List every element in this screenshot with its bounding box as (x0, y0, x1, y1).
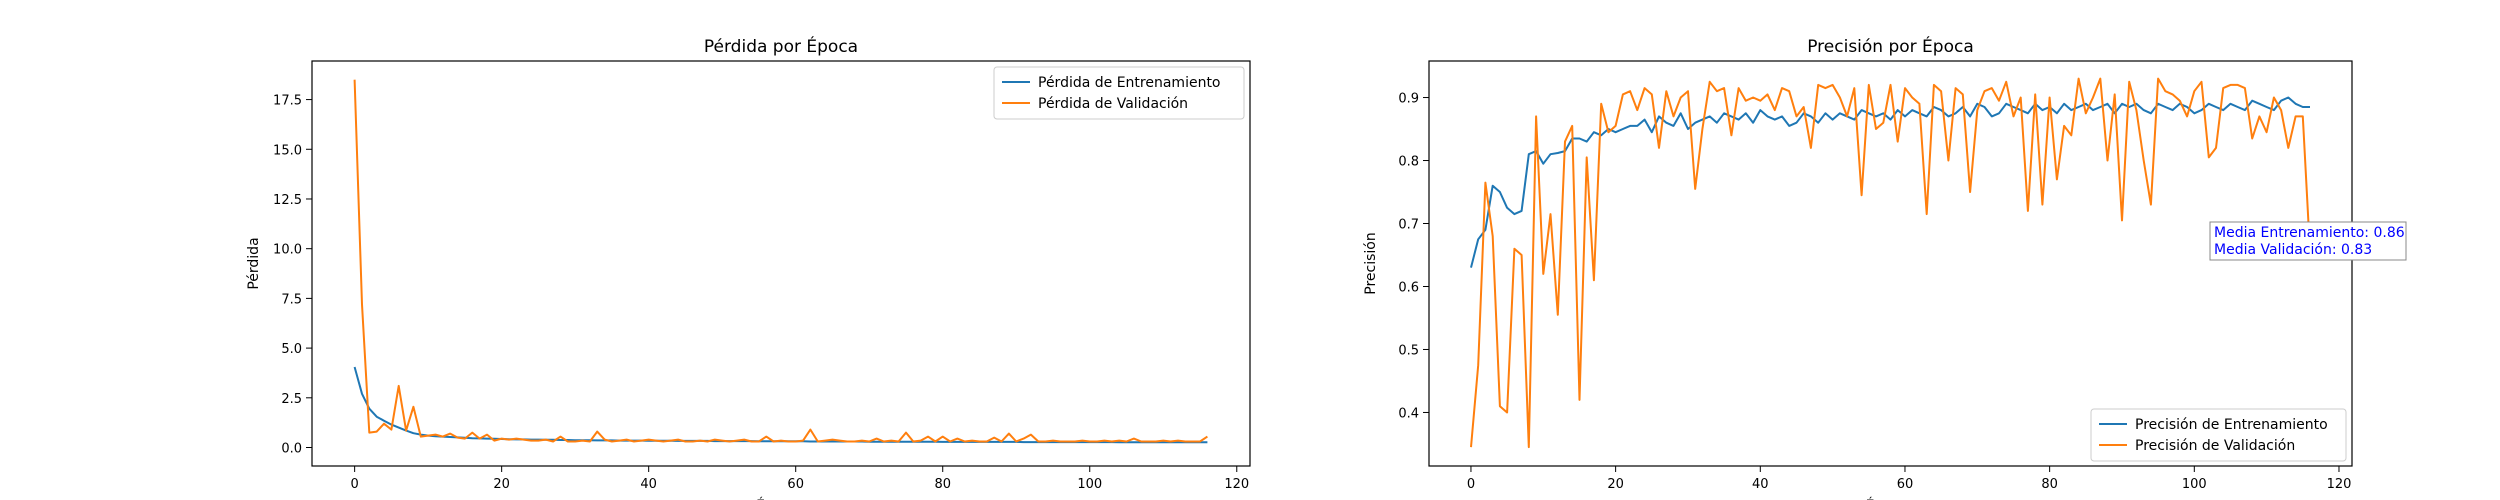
y-tick-label: 15.0 (273, 143, 302, 158)
x-tick-label: 80 (934, 477, 951, 492)
x-tick-label: 60 (1897, 477, 1914, 492)
plot-frame (311, 60, 1251, 467)
legend-entry: Pérdida de Entrenamiento (1038, 75, 1221, 91)
legend-entry: Precisión de Validación (2135, 438, 2295, 454)
legend-box (993, 66, 1245, 120)
series-line-2 (1470, 77, 2311, 449)
legend: Precisión de Entrenamiento Precisión de V… (2090, 408, 2347, 462)
y-tick-label: 0.0 (281, 442, 302, 457)
x-tick-label: 100 (1077, 477, 1102, 492)
y-tick-label: 0.8 (1398, 155, 1419, 170)
x-tick-label: 60 (787, 477, 804, 492)
annotation-box (2209, 221, 2407, 261)
y-axis-label: Pérdida (246, 237, 262, 289)
x-tick-label: 20 (1607, 477, 1624, 492)
x-tick-label: 20 (493, 477, 510, 492)
y-tick-label: 12.5 (273, 193, 302, 208)
x-tick-label: 120 (2327, 477, 2352, 492)
y-tick-label: 0.5 (1398, 343, 1419, 358)
y-tick-label: 17.5 (273, 94, 302, 109)
x-tick-label: 100 (2182, 477, 2207, 492)
chart-title: Precisión por Época (1807, 35, 1974, 57)
y-tick-label: 5.0 (281, 342, 302, 357)
x-tick-label: 40 (1752, 477, 1769, 492)
y-tick-label: 0.4 (1398, 406, 1419, 421)
annotation-line: Media Validación: 0.83 (2214, 242, 2372, 258)
x-tick-label: 80 (2041, 477, 2058, 492)
annotation-line: Media Entrenamiento: 0.86 (2214, 225, 2405, 241)
y-tick-label: 0.7 (1398, 218, 1419, 233)
series-line-2 (353, 79, 1208, 443)
plot-frame (1428, 60, 2353, 467)
y-tick-label: 0.6 (1398, 280, 1419, 295)
y-tick-label: 7.5 (281, 292, 302, 307)
x-tick-label: 0 (1467, 477, 1475, 492)
y-tick-label: 10.0 (273, 243, 302, 258)
x-axis-label: Épocas (756, 497, 806, 500)
x-tick-label: 0 (350, 477, 358, 492)
x-tick-label: 40 (640, 477, 657, 492)
y-tick-label: 0.9 (1398, 92, 1419, 107)
x-axis-label: Épocas (1866, 497, 1916, 500)
chart-title: Pérdida por Época (704, 35, 858, 57)
legend-entry: Pérdida de Validación (1038, 96, 1188, 112)
chart-2: 0 20 40 60 80 100 120 0.4 0.5 0.6 0.7 0.8 0.9 Precisi… (1363, 35, 2407, 500)
x-tick-label: 120 (1224, 477, 1249, 492)
y-axis-label: Precisión (1363, 232, 1379, 294)
legend: Pérdida de Entrenamiento Pérdida de Valid… (993, 66, 1245, 120)
chart-1: 0 20 40 60 80 100 120 0.0 2.5 5.0 7.5 10.0 12.5 15.0 1… (246, 35, 1251, 500)
y-tick-label: 2.5 (281, 392, 302, 407)
legend-box (2090, 408, 2347, 462)
legend-entry: Precisión de Entrenamiento (2135, 417, 2328, 433)
